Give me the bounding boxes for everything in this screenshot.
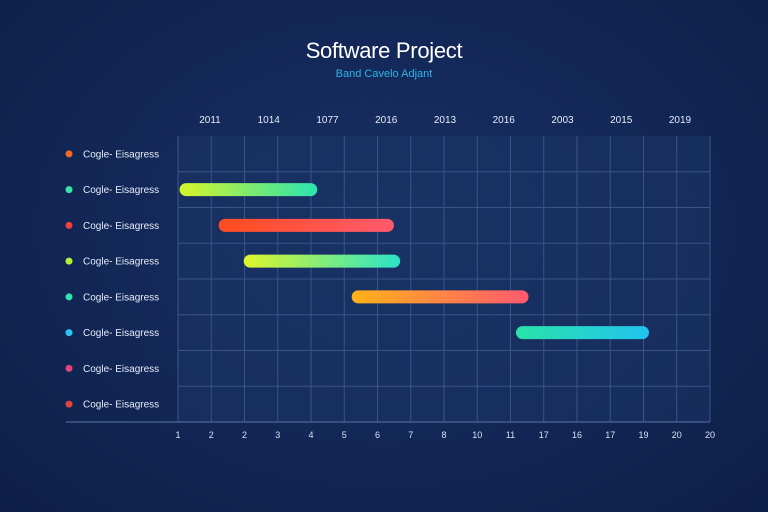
task-bar bbox=[179, 183, 318, 197]
top-tick-label: 2003 bbox=[551, 115, 574, 126]
bottom-tick-label: 17 bbox=[605, 430, 615, 440]
task-bar bbox=[515, 326, 649, 340]
bottom-tick-label: 8 bbox=[441, 430, 446, 440]
top-tick-label: 2011 bbox=[199, 115, 221, 126]
bottom-tick-label: 20 bbox=[705, 430, 715, 440]
task-label: Cogle- Eisagress bbox=[83, 364, 159, 375]
bottom-tick-label: 19 bbox=[638, 430, 648, 440]
bottom-tick-label: 2 bbox=[209, 430, 214, 440]
task-dot bbox=[65, 329, 73, 337]
task-bar bbox=[351, 290, 529, 304]
top-tick-label: 2013 bbox=[434, 115, 457, 126]
task-dot bbox=[65, 150, 73, 158]
bottom-tick-label: 16 bbox=[572, 430, 582, 440]
bottom-tick-label: 11 bbox=[506, 430, 515, 440]
task-dot bbox=[65, 364, 73, 372]
top-tick-label: 2015 bbox=[610, 115, 633, 126]
bottom-tick-label: 2 bbox=[242, 430, 247, 440]
bottom-tick-label: 4 bbox=[308, 430, 313, 440]
bottom-tick-label: 5 bbox=[342, 430, 347, 440]
task-label: Cogle- Eisagress bbox=[83, 257, 159, 268]
bottom-tick-label: 6 bbox=[375, 430, 380, 440]
task-label: Cogle- Eisagress bbox=[83, 328, 159, 339]
chart-subtitle: Band Cavelo Adjant bbox=[335, 68, 433, 80]
task-bar bbox=[243, 254, 401, 268]
task-label: Cogle- Eisagress bbox=[83, 292, 159, 303]
task-dot bbox=[65, 221, 73, 229]
top-tick-label: 1014 bbox=[258, 115, 281, 126]
bottom-tick-label: 10 bbox=[472, 430, 482, 440]
chart-title: Software Project bbox=[305, 38, 463, 63]
bottom-tick-label: 20 bbox=[672, 430, 682, 440]
task-label: Cogle- Eisagress bbox=[83, 221, 159, 232]
bottom-tick-label: 3 bbox=[275, 430, 280, 440]
task-dot bbox=[65, 293, 73, 301]
task-label: Cogle- Eisagress bbox=[83, 149, 159, 160]
top-tick-label: 2016 bbox=[375, 115, 398, 126]
task-dot bbox=[65, 186, 73, 194]
top-tick-label: 2019 bbox=[669, 115, 692, 126]
top-tick-label: 2016 bbox=[493, 115, 516, 126]
top-tick-label: 1077 bbox=[316, 115, 339, 126]
bottom-tick-label: 17 bbox=[539, 430, 549, 440]
bottom-tick-label: 1 bbox=[175, 430, 180, 440]
bottom-tick-label: 7 bbox=[408, 430, 413, 440]
task-bar bbox=[218, 218, 394, 232]
task-dot bbox=[65, 257, 73, 265]
task-label: Cogle- Eisagress bbox=[83, 185, 159, 196]
task-dot bbox=[65, 400, 73, 408]
task-label: Cogle- Eisagress bbox=[83, 400, 159, 411]
